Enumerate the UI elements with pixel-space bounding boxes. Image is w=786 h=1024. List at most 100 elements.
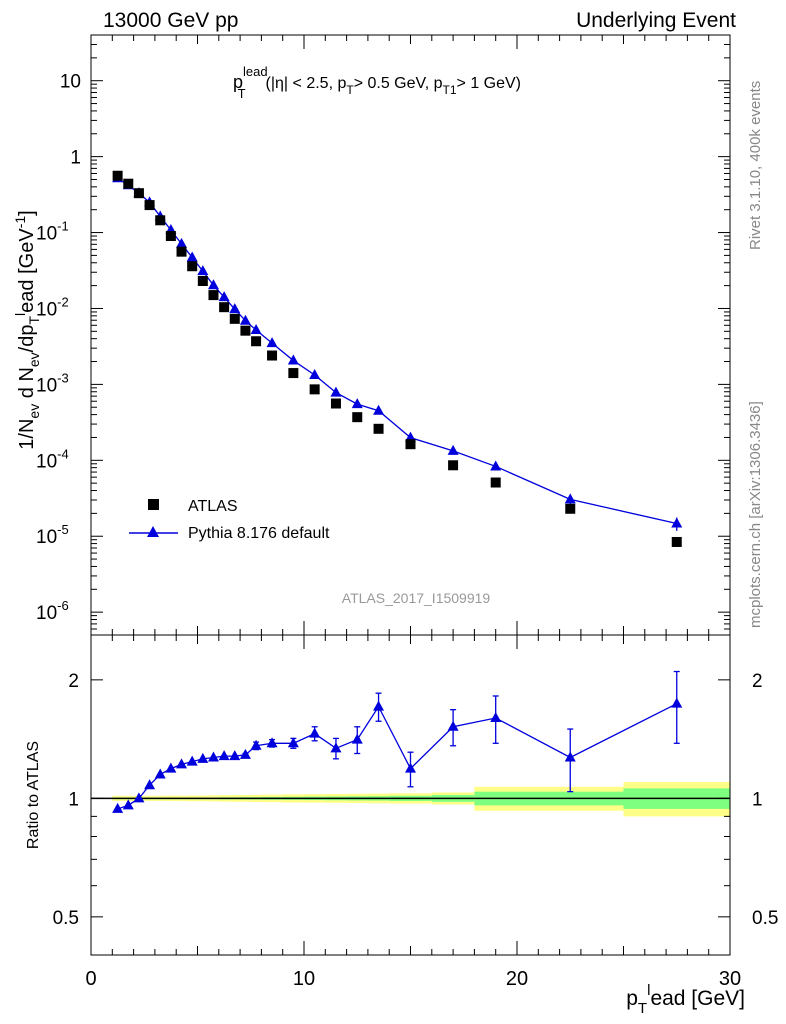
ratio-point	[564, 751, 576, 762]
atlas-point	[165, 231, 176, 242]
legend-label-pythia: Pythia 8.176 default	[188, 525, 330, 542]
main-frame	[90, 34, 731, 636]
main-ytick-label: 1	[70, 148, 81, 169]
pythia-point	[239, 314, 251, 325]
atlas-point	[123, 178, 134, 189]
analysis-watermark: ATLAS_2017_I1509919	[342, 590, 491, 606]
ratio-point	[186, 755, 198, 766]
main-ytick-label: 10-3	[36, 370, 69, 396]
ratio-point	[229, 750, 241, 761]
legend-marker-pythia	[147, 526, 159, 537]
ratio-ytick-label-right: 0.5	[752, 908, 778, 929]
ratio-point	[250, 739, 262, 750]
ratio-ytick-label-right: 2	[752, 671, 763, 692]
ratio-point	[122, 799, 134, 810]
ratio-point	[266, 737, 278, 748]
atlas-point	[405, 439, 416, 450]
main-ylabel: 1/Nev d Nev/dpTlead [GeV-1]	[12, 210, 42, 449]
ratio-point	[239, 748, 251, 759]
legend-marker-atlas	[148, 499, 159, 510]
pythia-point	[250, 324, 262, 335]
xtick-label: 20	[506, 968, 528, 990]
plot-title: plead T(|η| < 2.5, pT> 0.5 GeV, pT1> 1 Ge…	[233, 64, 521, 101]
ratio-ytick-label: 1	[68, 789, 79, 810]
ratio-point	[490, 712, 502, 723]
pythia-line	[117, 177, 677, 525]
atlas-point	[267, 350, 278, 361]
atlas-point	[155, 215, 166, 226]
pythia-point	[373, 404, 385, 415]
pythia-point	[671, 517, 683, 528]
ratio-point	[176, 758, 188, 769]
pythia-point	[229, 303, 241, 314]
atlas-point	[112, 170, 123, 181]
ratio-point	[447, 720, 459, 731]
atlas-point	[309, 384, 320, 395]
pythia-point	[197, 265, 209, 276]
ratio-point	[197, 752, 209, 763]
atlas-point	[208, 290, 219, 301]
atlas-point	[144, 200, 155, 211]
pythia-point	[287, 354, 299, 365]
main-ytick-label: 10-2	[36, 294, 69, 320]
ratio-point	[165, 762, 177, 773]
ratio-point	[330, 742, 342, 753]
atlas-point	[671, 536, 682, 547]
ratio-point	[144, 779, 156, 790]
pythia-point	[330, 386, 342, 397]
xlabel: pTlead [GeV]	[626, 982, 745, 1017]
atlas-point	[352, 412, 363, 423]
pythia-point	[186, 251, 198, 262]
atlas-point	[565, 503, 576, 514]
main-ytick-label: 10-4	[36, 446, 69, 472]
pythia-point	[176, 237, 188, 248]
xtick-label: 10	[293, 968, 315, 990]
ratio-ylabel: Ratio to ATLAS	[25, 741, 42, 849]
atlas-point	[133, 188, 144, 199]
pythia-point	[309, 368, 321, 379]
main-ytick-label: 10-1	[36, 219, 69, 245]
pythia-point	[218, 291, 230, 302]
atlas-point	[240, 325, 251, 336]
atlas-point	[187, 261, 198, 272]
legend: ATLAS Pythia 8.176 default	[129, 498, 330, 542]
ratio-point	[373, 700, 385, 711]
pythia-point	[564, 493, 576, 504]
ratio-ytick-label-right: 1	[752, 789, 763, 810]
xtick-label: 30	[719, 968, 741, 990]
pythia-point	[266, 337, 278, 348]
ratio-point	[351, 733, 363, 744]
main-ytick-label: 10-6	[36, 598, 69, 624]
ratio-point	[309, 727, 321, 738]
pythia-point	[207, 279, 219, 290]
main-ytick-label: 10	[60, 72, 81, 93]
atlas-point	[330, 398, 341, 409]
pythia-point	[490, 460, 502, 471]
atlas-point	[251, 336, 262, 347]
pythia-point	[405, 431, 416, 442]
ratio-uncertainty-bands	[112, 782, 730, 817]
ratio-point	[112, 802, 124, 813]
ratio-point	[154, 768, 166, 779]
atlas-point	[490, 477, 501, 488]
pythia-point	[447, 444, 459, 455]
ratio-point	[207, 751, 219, 762]
header-right: Underlying Event	[576, 9, 736, 32]
pythia-point	[351, 398, 363, 409]
atlas-point	[197, 276, 208, 287]
atlas-point	[229, 313, 240, 324]
ratio-ytick-label: 0.5	[53, 908, 79, 929]
main-ytick-label: 10-5	[36, 522, 69, 548]
atlas-point	[448, 460, 459, 471]
ratio-point	[133, 792, 145, 803]
ratio-point	[671, 697, 683, 708]
atlas-point	[373, 423, 384, 434]
atlas-point	[288, 368, 299, 379]
ratio-point	[405, 762, 416, 773]
ratio-ytick-label: 2	[68, 671, 79, 692]
ratio-point	[287, 737, 299, 748]
xtick-label: 0	[85, 968, 96, 990]
header-left: 13000 GeV pp	[103, 9, 239, 32]
ratio-point	[218, 750, 230, 761]
